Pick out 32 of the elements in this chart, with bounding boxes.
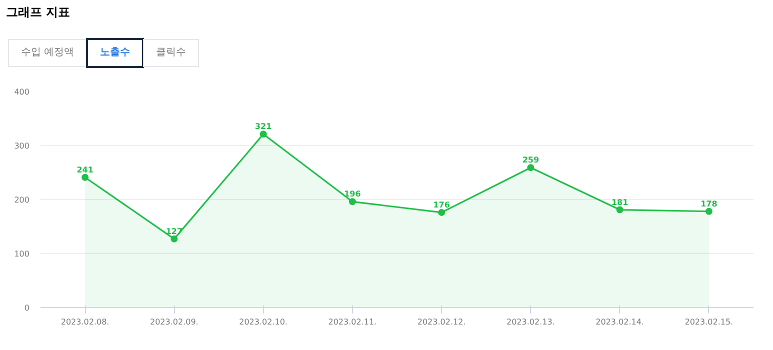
y-tick-label: 100 <box>14 250 30 258</box>
point <box>705 208 712 215</box>
point <box>438 208 446 216</box>
point <box>170 235 178 242</box>
x-tick-label: 2023.02.10. <box>239 318 288 326</box>
data-label: 178 <box>700 199 718 208</box>
y-tick-label: 0 <box>24 304 30 312</box>
point <box>82 174 89 181</box>
data-label: 176 <box>433 200 450 210</box>
chart-title: 그래프 지표 <box>6 4 70 21</box>
point <box>527 164 534 172</box>
data-label: 241 <box>76 165 94 174</box>
point <box>260 130 267 138</box>
point <box>348 198 356 206</box>
y-tick-label: 400 <box>14 88 30 96</box>
text: 노출수 <box>86 38 144 68</box>
data-label: 181 <box>611 198 629 207</box>
x-tick-label: 2023.02.11. <box>328 318 377 326</box>
data-label: 259 <box>522 156 540 165</box>
x-tick-label: 2023.02.14. <box>596 318 644 326</box>
data-label: 321 <box>254 122 272 132</box>
data-label: 196 <box>344 190 362 199</box>
x-tick-label: 2023.02.15. <box>684 318 734 326</box>
point <box>616 206 624 214</box>
x-tick-label: 2023.02.08. <box>60 318 110 326</box>
y-tick-label: 300 <box>14 142 30 150</box>
text: 수입 예정액 <box>8 39 88 68</box>
x-tick-label: 2023.02.09. <box>150 318 198 326</box>
text: 클릭수 <box>143 39 200 68</box>
x-tick-label: 2023.02.13. <box>506 318 555 326</box>
x-tick-label: 2023.02.12. <box>417 318 466 326</box>
y-tick-label: 200 <box>14 196 30 204</box>
